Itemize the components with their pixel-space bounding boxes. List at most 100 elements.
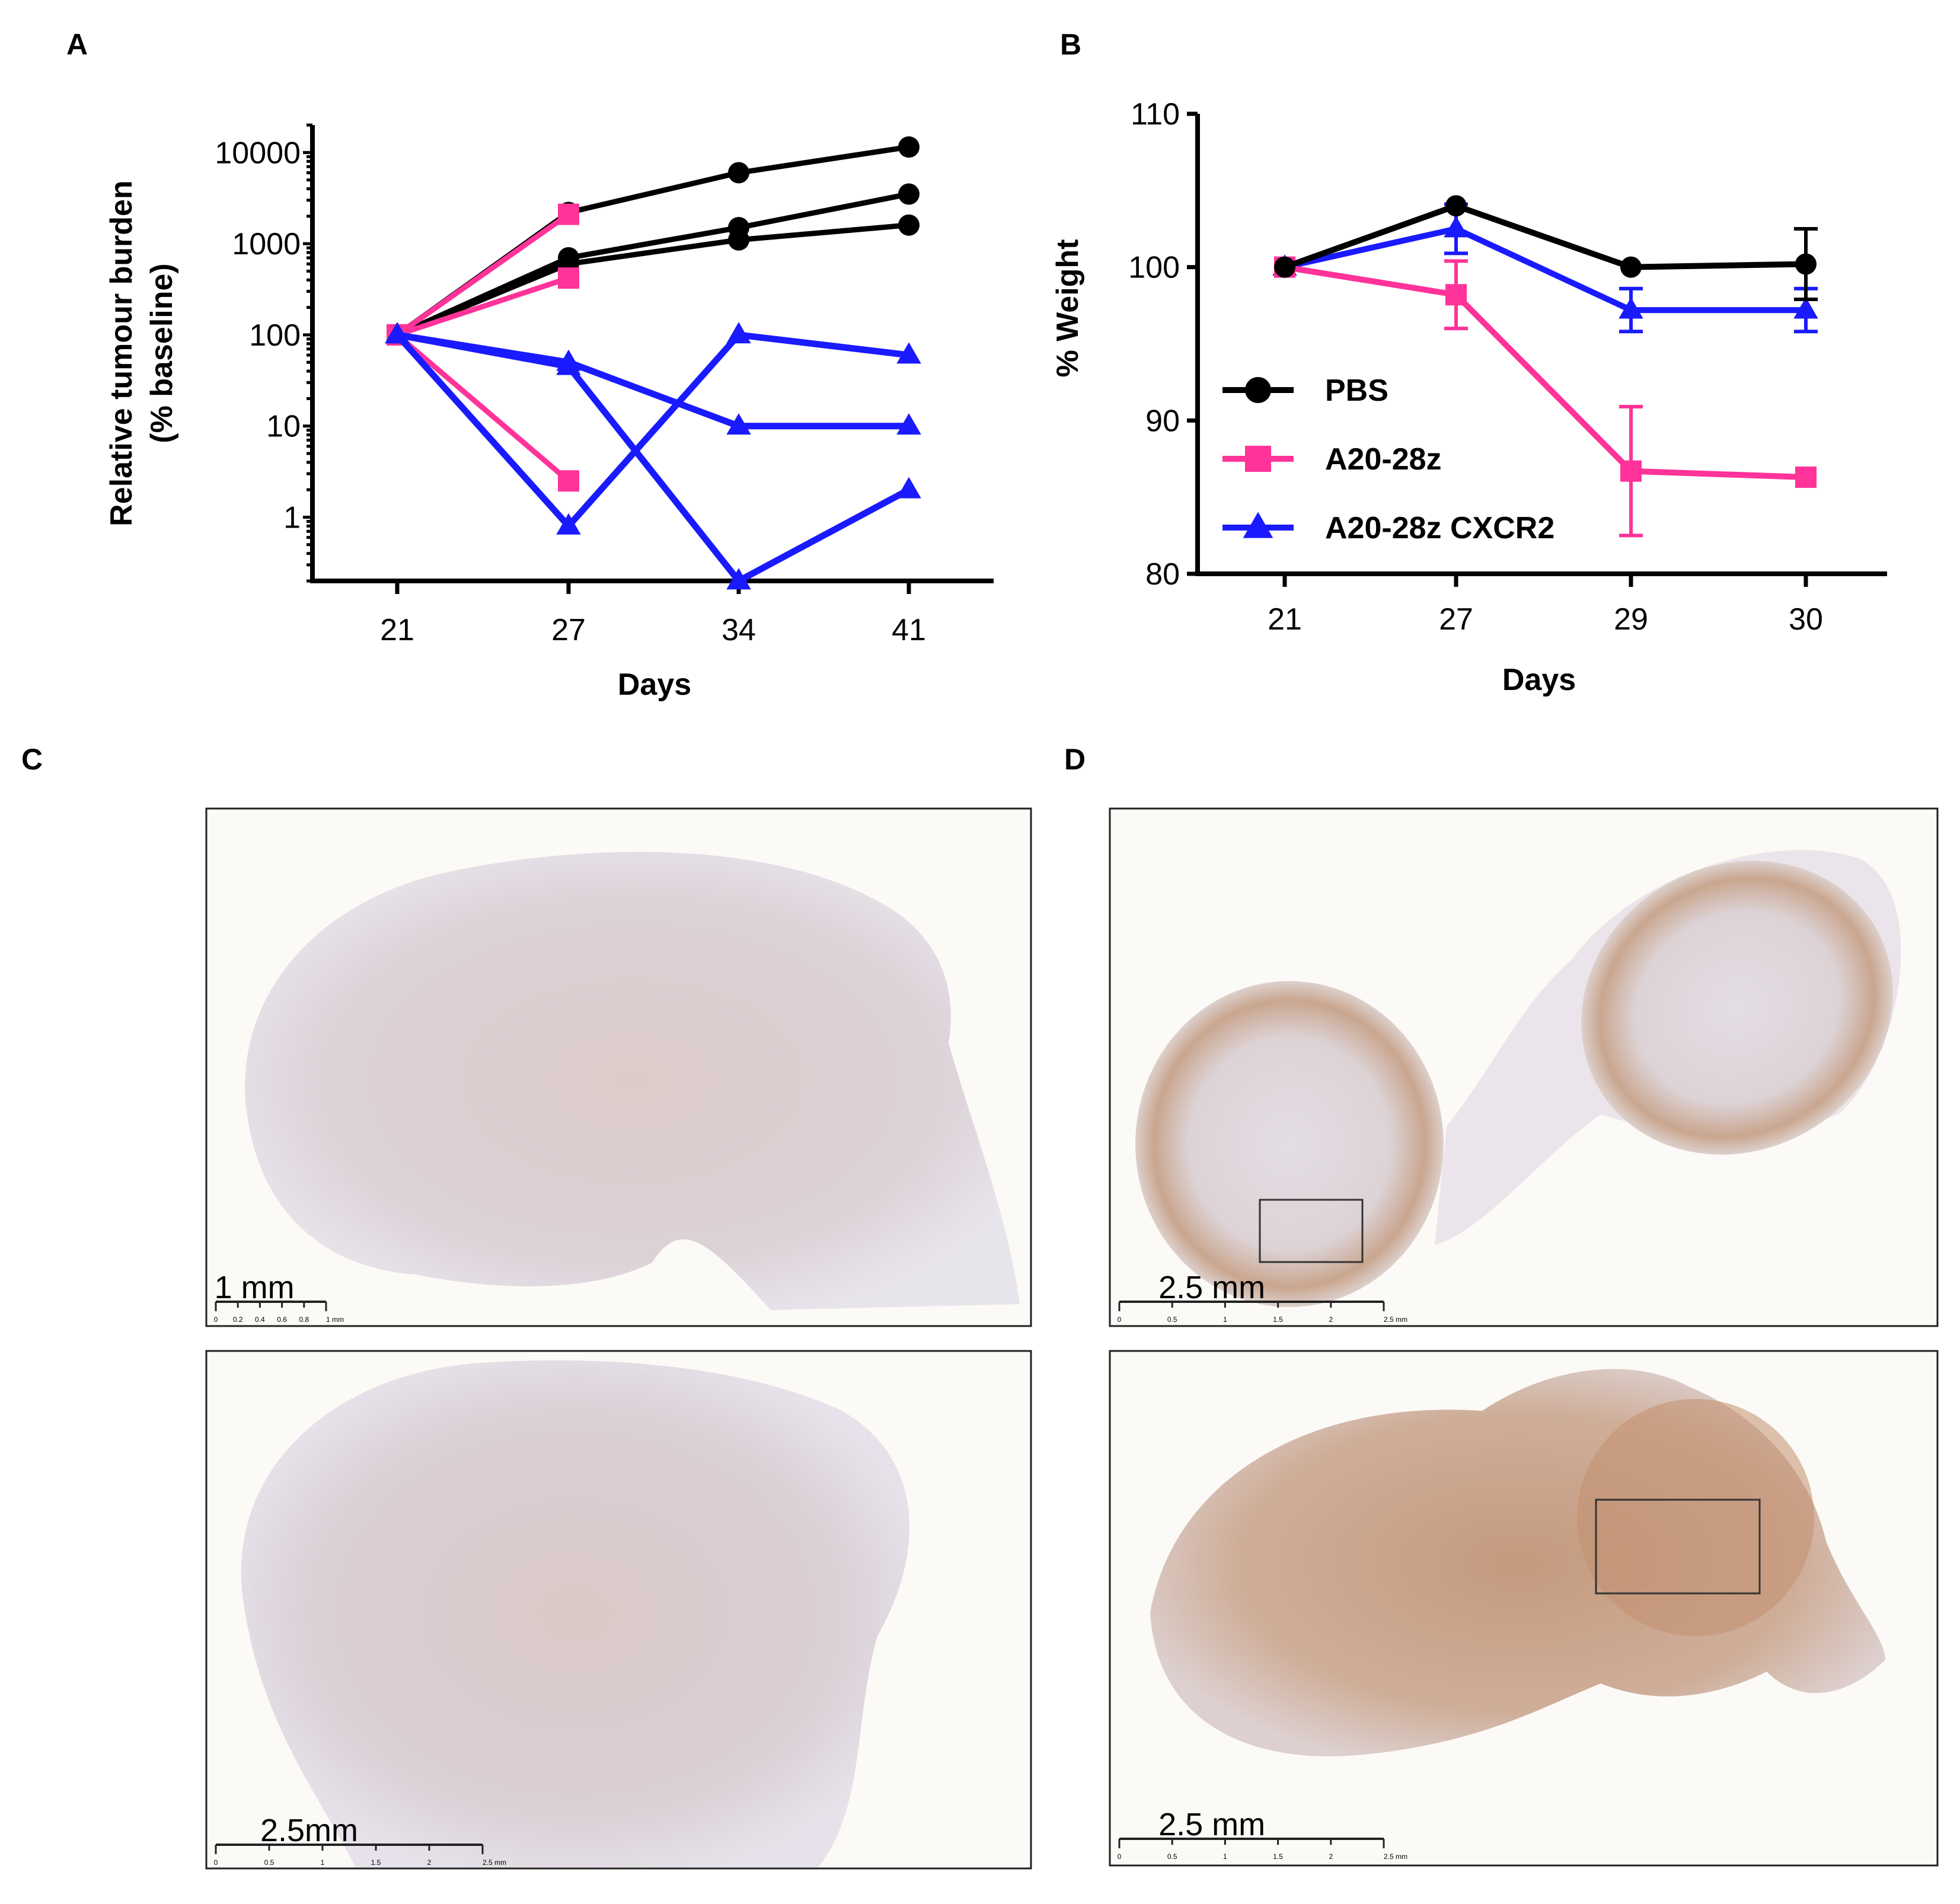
legend-marker-circle	[1245, 377, 1271, 403]
scale-bar-tick-label: 2	[427, 1858, 432, 1867]
micrograph-c-bottom: 2.5mm 0 0.5 1 1.5 2 2.5 mm	[205, 1350, 1032, 1870]
scale-bar-tick-label: 1.5	[1273, 1315, 1283, 1324]
scale-bar-tick-label: 1	[1223, 1852, 1227, 1861]
x-tick-label: 27	[1439, 602, 1473, 637]
panel-label-c: C	[21, 743, 43, 776]
scale-bar-tick-label: 1.5	[1273, 1852, 1283, 1861]
scale-bar-tick-label: 0	[214, 1858, 218, 1867]
y-tick-label: 110	[1131, 97, 1180, 132]
scale-bar-tick-label: 0.5	[1167, 1852, 1177, 1861]
chart-b-legend: PBS A20-28z A20-28z CXCR2	[1222, 373, 1554, 545]
y-tick-label: 90	[1145, 404, 1180, 438]
scale-bar-label: 2.5 mm	[1158, 1807, 1265, 1842]
chart-a-ylabel: Relative tumour burden	[104, 180, 139, 526]
panel-label-a: A	[66, 28, 88, 61]
chart-b-series	[1272, 195, 1818, 538]
scale-bar-tick-label: 2	[1329, 1315, 1333, 1324]
data-point-triangle	[385, 322, 410, 344]
scale-bar-tick-label: 2	[1329, 1852, 1333, 1861]
series-line-a20-28z	[1284, 264, 1806, 481]
scale-bar-tick-label: 0.8	[299, 1315, 309, 1324]
data-point-triangle	[556, 513, 581, 535]
y-tick-label: 1000	[232, 227, 301, 261]
legend-marker-square	[1245, 446, 1271, 472]
x-tick-label: 41	[892, 613, 926, 647]
scale-bar-tick-label: 0.5	[1167, 1315, 1177, 1324]
region-of-interest-box	[1259, 1199, 1364, 1263]
data-point-circle	[1620, 256, 1642, 278]
data-point-circle	[728, 162, 749, 184]
series-line-a20-28z-cxcr2	[397, 331, 911, 584]
data-point-triangle	[726, 322, 751, 344]
y-tick-label: 10000	[215, 136, 301, 170]
chart-a-ylabel-2: (% baseline)	[145, 263, 179, 443]
x-tick-label: 27	[551, 613, 586, 647]
micrograph-d-bottom: 2.5 mm 0 0.5 1 1.5 2 2.5 mm	[1109, 1350, 1939, 1867]
data-point-triangle	[896, 413, 921, 435]
series-line-a20-28z-cxcr2	[394, 331, 909, 529]
data-point-triangle	[726, 413, 751, 435]
data-point-triangle	[1444, 216, 1469, 238]
data-point-triangle	[1619, 297, 1643, 319]
scale-bar-d-top: 2.5 mm 0 0.5 1 1.5 2 2.5 mm	[1118, 1270, 1407, 1324]
y-tick-label: 100	[249, 318, 301, 353]
legend-label: A20-28z CXCR2	[1325, 511, 1554, 545]
chart-a-xlabel: Days	[618, 667, 691, 702]
scale-bar-tick-label: 1 mm	[326, 1315, 344, 1324]
y-tick-label: 100	[1128, 251, 1180, 285]
legend-label: PBS	[1325, 373, 1388, 408]
data-point-circle	[898, 136, 920, 158]
series-line-a20-28z	[395, 333, 570, 483]
data-point-square	[558, 267, 579, 289]
data-point-square	[558, 470, 579, 492]
scale-bar-label: 1 mm	[215, 1270, 295, 1305]
chart-a-series	[385, 136, 921, 590]
scale-bar-tick-label: 0.6	[277, 1315, 287, 1324]
series-line-pbs	[396, 191, 909, 338]
chart-a-tumour-burden: 10000 1000 100 10 1 21 27 34 41 Relative tumour …	[104, 123, 994, 702]
data-point-triangle	[1793, 297, 1818, 319]
scale-bar-tick-label: 0	[1118, 1852, 1122, 1861]
scale-bar-tick-label: 1.5	[371, 1858, 381, 1867]
series-line-a20-28z	[395, 212, 570, 337]
scale-bar-tick-label: 0.5	[264, 1858, 274, 1867]
y-tick-label: 1	[283, 500, 301, 535]
micrograph-c-top: 1 mm 0 0.2 0.4 0.6 0.8 1 mm	[205, 807, 1032, 1327]
x-tick-label: 21	[380, 613, 414, 647]
data-point-triangle	[896, 477, 921, 499]
region-of-interest-box	[1595, 1499, 1761, 1595]
data-point-square	[1795, 467, 1817, 488]
series-line-pbs	[396, 222, 909, 338]
scale-bar-tick-label: 1	[1223, 1315, 1227, 1324]
data-point-circle	[1274, 256, 1295, 278]
data-point-triangle	[726, 568, 751, 590]
data-point-circle	[898, 183, 920, 205]
scale-bar-c-top: 1 mm 0 0.2 0.4 0.6 0.8 1 mm	[214, 1270, 344, 1324]
micrograph-d-top: 2.5 mm 0 0.5 1 1.5 2 2.5 mm	[1109, 807, 1939, 1327]
scale-bar-tick-label: 1	[321, 1858, 325, 1867]
scale-bar-label: 2.5 mm	[1158, 1270, 1265, 1305]
data-point-square	[558, 203, 579, 225]
x-tick-label: 21	[1268, 602, 1302, 637]
chart-b-ylabel: % Weight	[1051, 239, 1085, 377]
scale-bar-tick-label: 2.5 mm	[483, 1858, 506, 1867]
panel-label-d: D	[1064, 743, 1086, 776]
scale-bar-tick-label: 0	[1118, 1315, 1122, 1324]
series-line-a20-28z-cxcr2	[1284, 226, 1806, 314]
scale-bar-tick-label: 0.2	[233, 1315, 243, 1324]
x-tick-label: 29	[1614, 602, 1648, 637]
series-line-a20-28z	[396, 275, 570, 338]
data-point-circle	[1795, 253, 1817, 275]
y-tick-label: 10	[266, 410, 301, 444]
scale-bar-c-bottom: 2.5mm 0 0.5 1 1.5 2 2.5 mm	[214, 1813, 506, 1867]
data-point-triangle	[896, 342, 921, 364]
scale-bar-tick-label: 0.4	[255, 1315, 265, 1324]
data-point-circle	[898, 214, 920, 236]
chart-b-weight: 110 100 90 80 21 27 29 30 PBS A20-28z A20-28z CXC…	[1051, 97, 1887, 697]
x-tick-label: 30	[1789, 602, 1823, 637]
x-tick-label: 34	[722, 613, 756, 647]
scale-bar-tick-label: 2.5 mm	[1384, 1315, 1407, 1324]
scale-bar-tick-label: 2.5 mm	[1384, 1852, 1407, 1861]
data-point-circle	[1445, 195, 1467, 217]
